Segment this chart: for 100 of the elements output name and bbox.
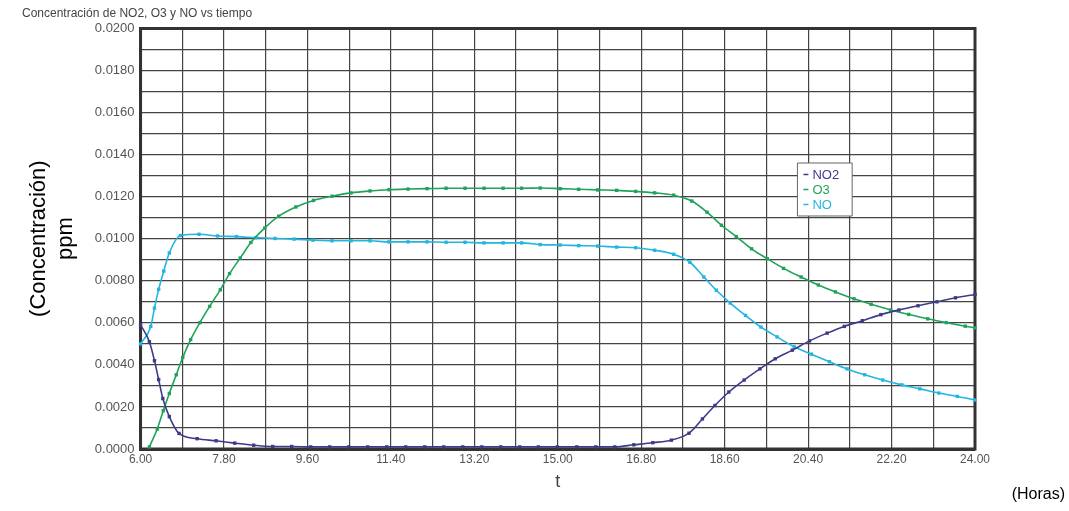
- point: [652, 191, 657, 195]
- point: [705, 210, 709, 214]
- point: [177, 431, 181, 436]
- y-axis-title: (Concentración) ppm: [25, 160, 77, 317]
- point: [330, 194, 334, 198]
- point: [249, 240, 253, 245]
- point: [758, 367, 762, 371]
- x-tick-label: 7.80: [212, 451, 237, 466]
- legend-label: O3: [812, 182, 830, 198]
- point: [238, 256, 242, 260]
- point: [155, 427, 159, 431]
- point: [404, 445, 408, 449]
- point: [501, 241, 505, 245]
- point: [852, 297, 856, 301]
- point: [713, 403, 717, 408]
- point: [309, 445, 313, 449]
- point: [918, 387, 922, 391]
- x-axis-title: t: [555, 471, 561, 492]
- point: [845, 367, 849, 371]
- point: [406, 240, 410, 244]
- point: [195, 437, 199, 441]
- text: (Horas): [1011, 485, 1065, 503]
- point: [273, 236, 277, 241]
- point: [387, 188, 391, 192]
- y-tick-label: 0.0080: [94, 272, 135, 288]
- point: [215, 234, 220, 238]
- point: [385, 445, 389, 449]
- point: [263, 226, 267, 230]
- y-tick-label: 0.0100: [94, 230, 135, 246]
- point: [463, 240, 467, 244]
- point: [349, 191, 353, 195]
- point: [442, 445, 446, 449]
- point: [162, 269, 166, 273]
- point: [138, 323, 143, 327]
- point: [759, 325, 763, 329]
- x-tick-label: 15.00: [542, 451, 574, 466]
- legend-label: NO: [812, 197, 832, 213]
- point: [232, 441, 237, 445]
- point: [147, 445, 152, 449]
- point: [614, 245, 619, 249]
- point: [935, 300, 939, 304]
- point: [197, 232, 201, 236]
- point: [595, 188, 600, 192]
- x-tick-label: 18.60: [709, 451, 741, 466]
- y-tick-label: 0.0200: [94, 19, 135, 35]
- point: [594, 445, 598, 449]
- point: [879, 312, 883, 317]
- point: [406, 187, 410, 191]
- point: [775, 335, 779, 339]
- point: [669, 438, 674, 442]
- point: [444, 240, 448, 244]
- point: [809, 352, 814, 356]
- point: [198, 320, 202, 325]
- point: [161, 396, 165, 401]
- point: [167, 251, 171, 255]
- point: [387, 240, 391, 244]
- point: [671, 193, 676, 197]
- point: [294, 205, 298, 209]
- point: [833, 290, 838, 294]
- point: [728, 301, 732, 305]
- y-tick-label: 0.0020: [94, 398, 135, 414]
- point: [926, 317, 930, 321]
- point: [558, 186, 562, 191]
- x-tick-label: 24.00: [959, 451, 991, 466]
- point: [214, 439, 218, 443]
- point: [536, 445, 541, 449]
- point: [423, 445, 427, 449]
- point: [973, 292, 977, 297]
- point: [825, 331, 829, 335]
- point: [482, 186, 486, 190]
- point: [963, 324, 967, 328]
- x-tick-label: 16.80: [626, 451, 657, 466]
- point: [368, 239, 372, 243]
- point: [366, 445, 370, 449]
- point: [501, 186, 505, 190]
- point: [595, 244, 600, 248]
- point: [897, 308, 901, 312]
- point: [461, 445, 465, 449]
- point: [799, 275, 803, 279]
- point: [482, 241, 486, 245]
- point: [816, 283, 821, 287]
- point: [218, 288, 222, 292]
- y-tick-label: 0.0140: [94, 146, 135, 162]
- point: [555, 445, 560, 449]
- x-tick-label: 11.40: [376, 451, 406, 466]
- point: [463, 186, 467, 190]
- point: [519, 241, 524, 245]
- point: [368, 189, 372, 193]
- point: [444, 186, 448, 190]
- point: [881, 378, 885, 382]
- point: [328, 445, 332, 449]
- point: [916, 304, 920, 308]
- chart-title: Concentración de NO2, O3 y NO vs tiempo: [22, 5, 253, 20]
- point: [869, 302, 873, 307]
- legend-label: NO2: [812, 167, 840, 183]
- point: [742, 378, 746, 382]
- point: [311, 238, 315, 242]
- y-tick-label: 0.0180: [94, 62, 135, 78]
- point: [937, 391, 941, 395]
- point: [690, 199, 694, 203]
